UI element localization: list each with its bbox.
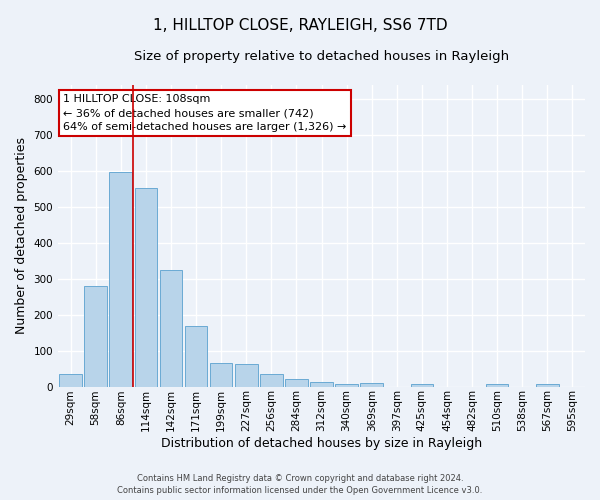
Y-axis label: Number of detached properties: Number of detached properties	[15, 138, 28, 334]
Bar	[210, 363, 232, 386]
Bar	[260, 374, 283, 386]
Bar	[185, 326, 208, 386]
Bar	[59, 374, 82, 386]
Text: Contains HM Land Registry data © Crown copyright and database right 2024.
Contai: Contains HM Land Registry data © Crown c…	[118, 474, 482, 495]
Bar	[285, 380, 308, 386]
Bar	[235, 364, 257, 386]
Bar	[335, 384, 358, 386]
Bar	[109, 172, 132, 386]
Bar	[410, 384, 433, 386]
Bar	[536, 384, 559, 386]
Title: Size of property relative to detached houses in Rayleigh: Size of property relative to detached ho…	[134, 50, 509, 63]
Bar	[160, 270, 182, 386]
Bar	[85, 286, 107, 386]
Bar	[361, 383, 383, 386]
Bar	[134, 188, 157, 386]
Bar	[310, 382, 333, 386]
Text: 1 HILLTOP CLOSE: 108sqm
← 36% of detached houses are smaller (742)
64% of semi-d: 1 HILLTOP CLOSE: 108sqm ← 36% of detache…	[64, 94, 347, 132]
Bar	[486, 384, 508, 386]
X-axis label: Distribution of detached houses by size in Rayleigh: Distribution of detached houses by size …	[161, 437, 482, 450]
Text: 1, HILLTOP CLOSE, RAYLEIGH, SS6 7TD: 1, HILLTOP CLOSE, RAYLEIGH, SS6 7TD	[152, 18, 448, 32]
